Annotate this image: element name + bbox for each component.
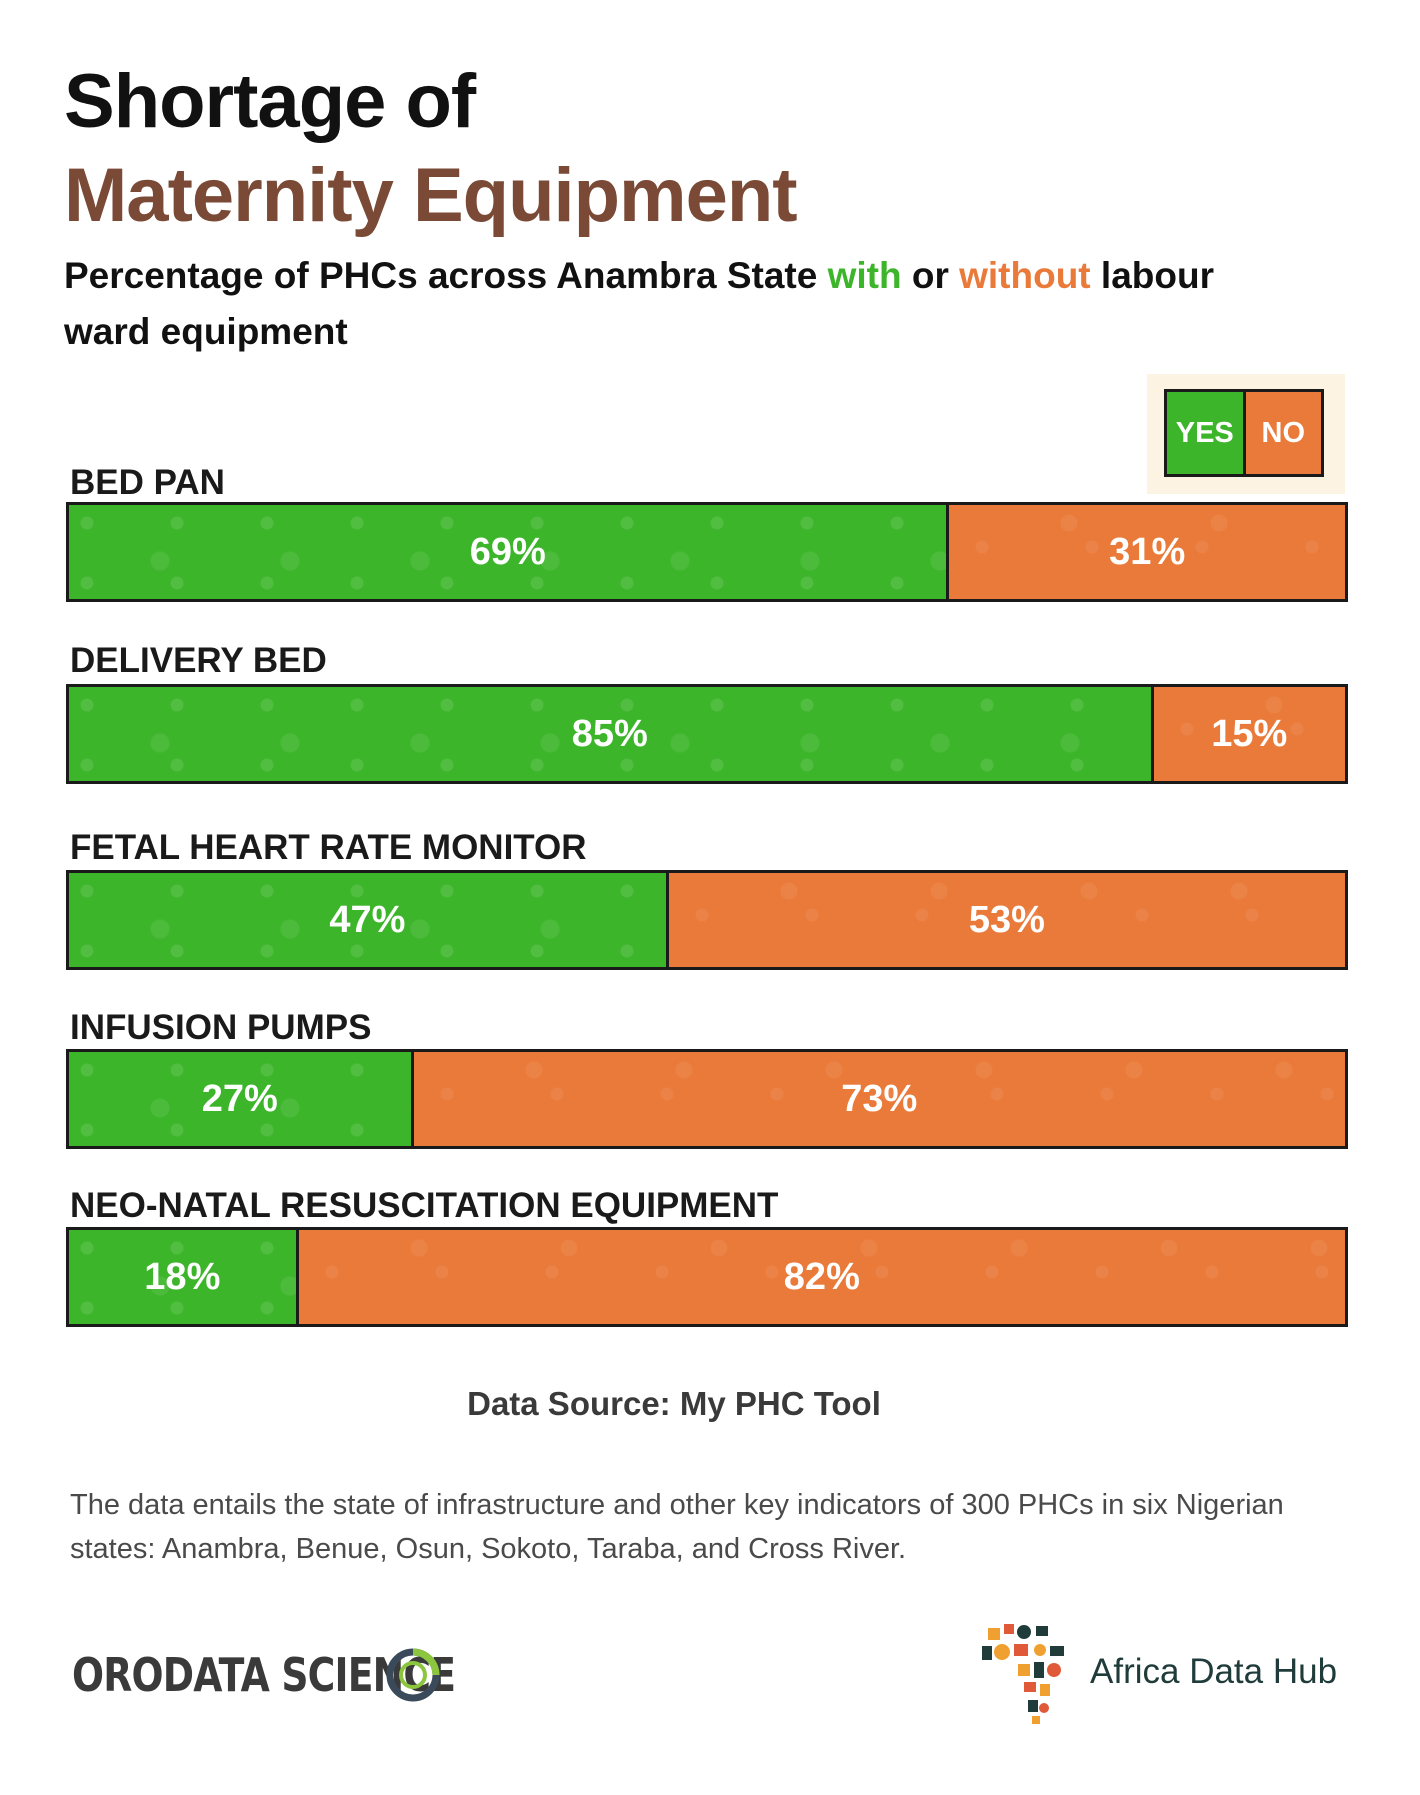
chart-subtitle: Percentage of PHCs across Anambra State … bbox=[64, 248, 1304, 360]
subtitle-part1: Percentage of PHCs across Anambra State bbox=[64, 255, 828, 296]
bar-segment-no: 31% bbox=[949, 505, 1345, 599]
data-label-yes: 18% bbox=[144, 1255, 221, 1298]
data-source: Data Source: My PHC Tool bbox=[467, 1385, 881, 1422]
africa-data-hub-logo: Africa Data Hub bbox=[978, 1620, 1337, 1730]
legend-yes: YES bbox=[1167, 392, 1246, 474]
category-label: NEO-NATAL RESUSCITATION EQUIPMENT bbox=[70, 1186, 779, 1225]
footnote: The data entails the state of infrastruc… bbox=[70, 1489, 1284, 1565]
bar-segment-yes: 85% bbox=[69, 687, 1154, 781]
orodata-ring-icon bbox=[386, 1648, 440, 1702]
bar-segment-no: 15% bbox=[1153, 687, 1345, 781]
stacked-bar: 27% 73% bbox=[66, 1049, 1348, 1149]
data-label-no: 82% bbox=[783, 1255, 860, 1298]
data-label-no: 73% bbox=[841, 1077, 918, 1120]
bar-segment-yes: 69% bbox=[69, 505, 950, 599]
africa-map-icon bbox=[982, 1624, 1064, 1724]
category-label: BED PAN bbox=[70, 463, 225, 502]
orodata-science-logo: ORODATA SCIENCE bbox=[72, 1640, 539, 1710]
data-label-no: 15% bbox=[1211, 712, 1288, 755]
category-label: DELIVERY BED bbox=[70, 641, 327, 680]
data-label-yes: 27% bbox=[201, 1077, 278, 1120]
bar-segment-no: 82% bbox=[298, 1230, 1345, 1324]
stacked-bar: 85% 15% bbox=[66, 684, 1348, 784]
bar-segment-no: 73% bbox=[413, 1052, 1345, 1146]
subtitle-with: with bbox=[827, 255, 902, 296]
data-label-yes: 69% bbox=[469, 530, 546, 573]
category-label: INFUSION PUMPS bbox=[70, 1008, 372, 1047]
stacked-bar: 47% 53% bbox=[66, 870, 1348, 970]
data-label-no: 31% bbox=[1109, 530, 1186, 573]
category-label: FETAL HEART RATE MONITOR bbox=[70, 828, 587, 867]
stacked-bar: 18% 82% bbox=[66, 1227, 1348, 1327]
chart-title-line1: Shortage of bbox=[64, 59, 476, 144]
stacked-bar: 69% 31% bbox=[66, 502, 1348, 602]
bar-segment-yes: 47% bbox=[69, 873, 669, 967]
bar-segment-no: 53% bbox=[668, 873, 1345, 967]
subtitle-part2: or bbox=[901, 255, 960, 296]
africa-data-hub-text: Africa Data Hub bbox=[1090, 1652, 1338, 1691]
subtitle-part3: labour ward equipment bbox=[64, 255, 1214, 352]
chart-title-line2: Maternity Equipment bbox=[64, 153, 798, 238]
data-label-no: 53% bbox=[968, 898, 1045, 941]
bar-segment-yes: 27% bbox=[69, 1052, 414, 1146]
data-label-yes: 85% bbox=[571, 712, 648, 755]
legend: YES NO bbox=[1164, 389, 1324, 477]
subtitle-without: without bbox=[959, 255, 1091, 296]
bar-segment-yes: 18% bbox=[69, 1230, 299, 1324]
legend-no: NO bbox=[1245, 392, 1321, 474]
data-label-yes: 47% bbox=[329, 898, 406, 941]
